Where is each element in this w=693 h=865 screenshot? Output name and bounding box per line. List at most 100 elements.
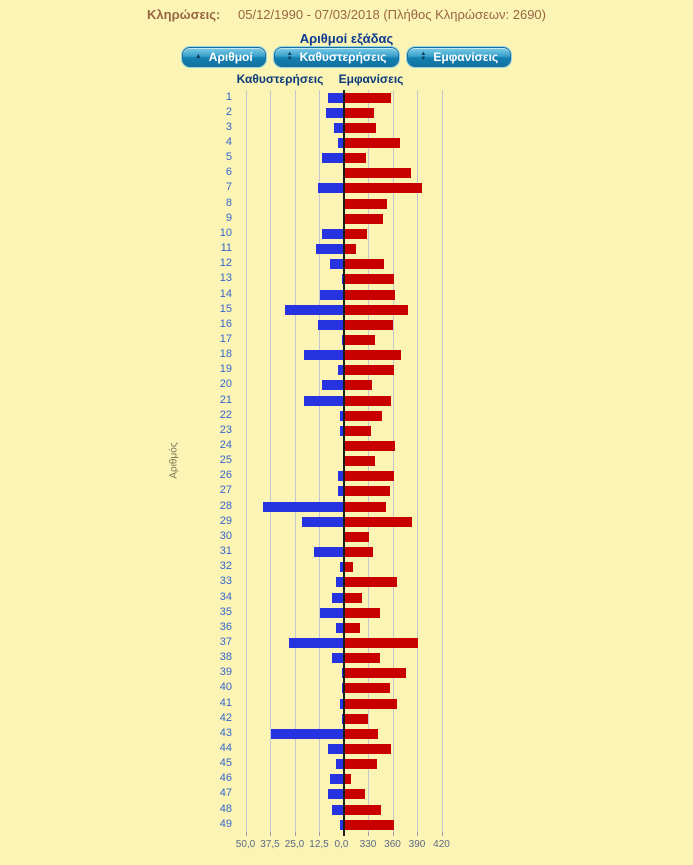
row-label: 40	[219, 681, 232, 694]
appearance-bar	[344, 107, 375, 118]
sort-appearances-button[interactable]: ▲ ▼ Εμφανίσεις	[407, 47, 512, 67]
appearance-bar	[344, 562, 353, 573]
delay-bar	[333, 122, 344, 133]
appearance-bar	[344, 259, 385, 270]
appearance-bar	[344, 350, 402, 361]
appearance-bar	[344, 334, 376, 345]
gridline	[294, 90, 296, 833]
delay-bar	[335, 622, 344, 633]
sort-delays-button[interactable]: ▲ ▼ Καθυστερήσεις	[273, 47, 400, 67]
row-label: 4	[225, 136, 232, 149]
delay-bar	[339, 698, 344, 709]
row-label: 19	[219, 363, 232, 376]
appearance-bar	[344, 274, 394, 285]
delay-bar	[304, 395, 344, 406]
row-label: 12	[219, 257, 232, 270]
delay-bar	[337, 365, 344, 376]
row-label: 43	[219, 726, 232, 739]
sort-numbers-label: Αριθμοί	[208, 50, 253, 64]
y-axis-title: Αριθμός	[168, 442, 180, 479]
appearance-bar	[344, 819, 394, 830]
row-label: 1	[225, 90, 232, 103]
delay-bar	[319, 289, 344, 300]
delay-bar	[288, 637, 344, 648]
draws-count: (Πλήθος Κληρώσεων: 2690)	[383, 7, 546, 22]
gridline	[270, 90, 271, 833]
row-label: 18	[219, 348, 232, 361]
appearance-bar	[344, 653, 380, 664]
delay-bar	[321, 228, 344, 239]
appearance-bar	[344, 410, 383, 421]
row-label: 28	[219, 499, 232, 512]
axis-tick-label: 25,0	[284, 839, 305, 851]
delay-bar	[304, 350, 344, 361]
delay-bar	[337, 471, 344, 482]
row-label: 41	[219, 696, 232, 709]
appearance-bar	[344, 744, 392, 755]
row-label: 39	[219, 666, 232, 679]
appearance-bar	[344, 501, 387, 512]
appearance-bar	[344, 607, 380, 618]
draws-label: Κληρώσεις:	[147, 7, 221, 22]
row-label: 21	[219, 393, 232, 406]
sort-both-icon: ▲ ▼	[286, 51, 293, 62]
appearance-bar	[344, 547, 374, 558]
delay-bar	[321, 153, 344, 164]
appearances-column-header: Εμφανίσεις	[338, 72, 404, 86]
appearance-bar	[344, 531, 370, 542]
delay-bar	[329, 259, 344, 270]
row-label: 37	[219, 635, 232, 648]
row-label: 10	[219, 226, 232, 239]
gridline	[319, 90, 320, 833]
appearance-bar	[344, 228, 367, 239]
row-label: 5	[225, 151, 232, 164]
axis-tick-label: 12,5	[309, 839, 329, 851]
page-title: Αριθμοί εξάδας	[299, 31, 394, 46]
axis-tick	[319, 832, 320, 837]
delay-bar	[337, 138, 344, 149]
delay-bar	[284, 304, 344, 315]
axis-tick-label: 330	[359, 839, 377, 851]
row-label: 29	[219, 514, 232, 527]
sort-button-row: ▲ Αριθμοί ▲ ▼ Καθυστερήσεις ▲ ▼ Εμφανίσε…	[0, 47, 693, 67]
delay-bar	[327, 744, 344, 755]
gridline	[441, 90, 443, 833]
row-label: 25	[219, 454, 232, 467]
delay-bar	[314, 547, 344, 558]
row-label: 23	[219, 423, 232, 436]
appearance-bar	[344, 456, 376, 467]
delay-bar	[321, 380, 344, 391]
gridline	[392, 90, 394, 833]
delay-bar	[335, 759, 344, 770]
row-label: 46	[219, 772, 232, 785]
appearance-bar	[344, 471, 394, 482]
appearance-bar	[344, 713, 368, 724]
appearance-bar	[344, 592, 362, 603]
sort-numbers-button[interactable]: ▲ Αριθμοί	[181, 47, 266, 67]
row-label: 17	[219, 332, 232, 345]
appearance-bar	[344, 804, 381, 815]
delay-bar	[331, 653, 344, 664]
appearance-bar	[344, 425, 371, 436]
axis-tick-label: 420	[433, 839, 450, 851]
delay-bar	[270, 728, 344, 739]
appearance-bar	[344, 304, 408, 315]
delay-bar	[335, 577, 344, 588]
delay-bar	[327, 789, 344, 800]
sort-ascending-icon: ▲	[194, 53, 202, 60]
row-label: 48	[219, 802, 232, 815]
axis-tick-label: 390	[408, 839, 426, 851]
draws-summary: Κληρώσεις: 05/12/1990 - 07/03/2018 (Πλήθ…	[0, 7, 693, 22]
appearance-bar	[344, 289, 396, 300]
delay-bar	[319, 607, 344, 618]
appearance-bar	[344, 138, 401, 149]
row-label: 33	[219, 575, 232, 588]
axis-tick	[245, 832, 247, 837]
appearance-bar	[344, 92, 392, 103]
delay-bar	[339, 819, 344, 830]
row-label: 14	[219, 287, 232, 300]
delay-bar	[331, 592, 344, 603]
row-label: 31	[219, 545, 232, 558]
row-label: 34	[219, 590, 232, 603]
